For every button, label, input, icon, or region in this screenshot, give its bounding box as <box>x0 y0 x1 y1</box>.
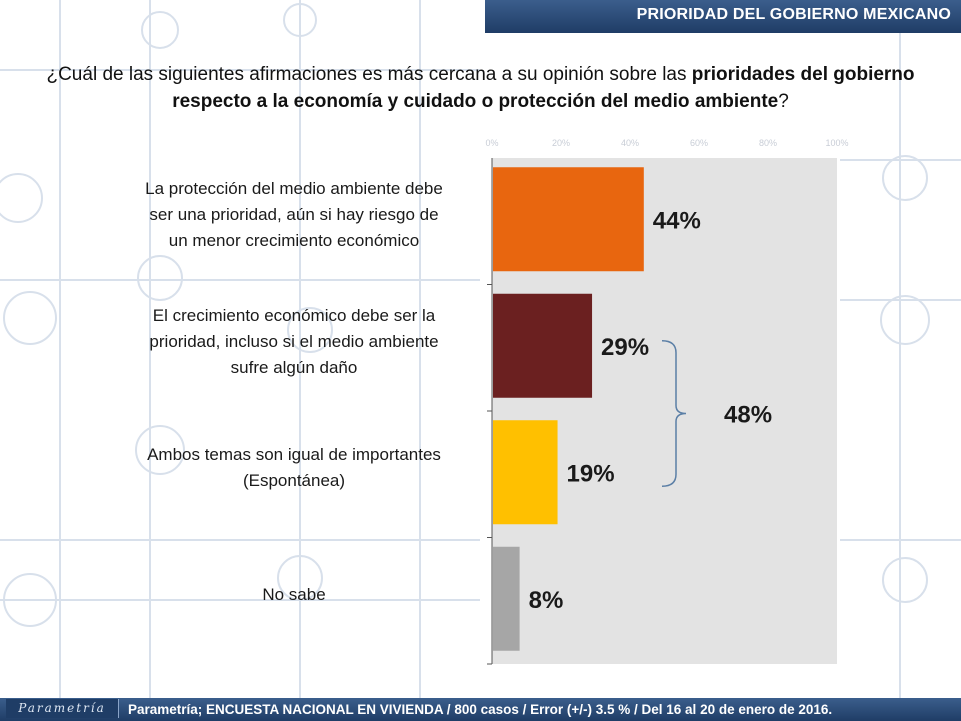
x-tick-label: 100% <box>825 138 848 148</box>
value-label: 8% <box>529 587 564 614</box>
category-label: No sabe <box>114 582 474 608</box>
category-label-line: No sabe <box>262 584 326 604</box>
bracket <box>661 340 687 487</box>
header-title: PRIORIDAD DEL GOBIERNO MEXICANO <box>636 6 951 23</box>
parametria-logo: Parametría <box>6 699 119 718</box>
question-text: ¿Cuál de las siguientes afirmaciones es … <box>10 61 951 115</box>
category-label-line: Ambos temas son igual de importantes <box>147 445 441 465</box>
category-label-line: sufre algún daño <box>230 357 358 377</box>
category-label: Ambos temas son igual de importantes (Esp… <box>114 442 474 494</box>
bracket-label: 48% <box>724 402 772 429</box>
question-part2: ? <box>778 91 789 112</box>
bar <box>493 167 644 272</box>
footer-bar <box>0 698 961 721</box>
header-bar: PRIORIDAD DEL GOBIERNO MEXICANO <box>485 0 961 33</box>
bar <box>493 293 593 398</box>
x-tick-label: 40% <box>621 138 639 148</box>
x-tick-label: 20% <box>552 138 570 148</box>
category-label: El crecimiento económico debe ser la prio… <box>114 303 474 381</box>
category-label: La protección del medio ambiente debe ser… <box>114 176 474 254</box>
category-label-line: (Espontánea) <box>242 471 346 491</box>
x-tick-label: 60% <box>690 138 708 148</box>
category-label-line: El crecimiento económico debe ser la <box>152 305 436 325</box>
category-label-line: La protección del medio ambiente debe <box>145 179 443 199</box>
category-label-line: ser una prioridad, aún si hay riesgo de <box>149 205 439 225</box>
footer-source: Parametría; ENCUESTA NACIONAL EN VIVIEND… <box>128 702 833 717</box>
category-label-line: prioridad, incluso si el medio ambiente <box>149 331 439 351</box>
x-tick-label: 80% <box>759 138 777 148</box>
category-label-line: un menor crecimiento económico <box>168 231 420 251</box>
value-label: 19% <box>567 460 615 487</box>
bar <box>493 546 520 651</box>
value-label: 29% <box>601 334 649 361</box>
value-label: 44% <box>653 207 701 234</box>
question-bold: prioridades del gobierno respecto a la e… <box>172 64 915 112</box>
bar <box>493 420 558 525</box>
question-part1: ¿Cuál de las siguientes afirmaciones es … <box>46 64 692 85</box>
x-tick-label: 0% <box>485 138 498 148</box>
